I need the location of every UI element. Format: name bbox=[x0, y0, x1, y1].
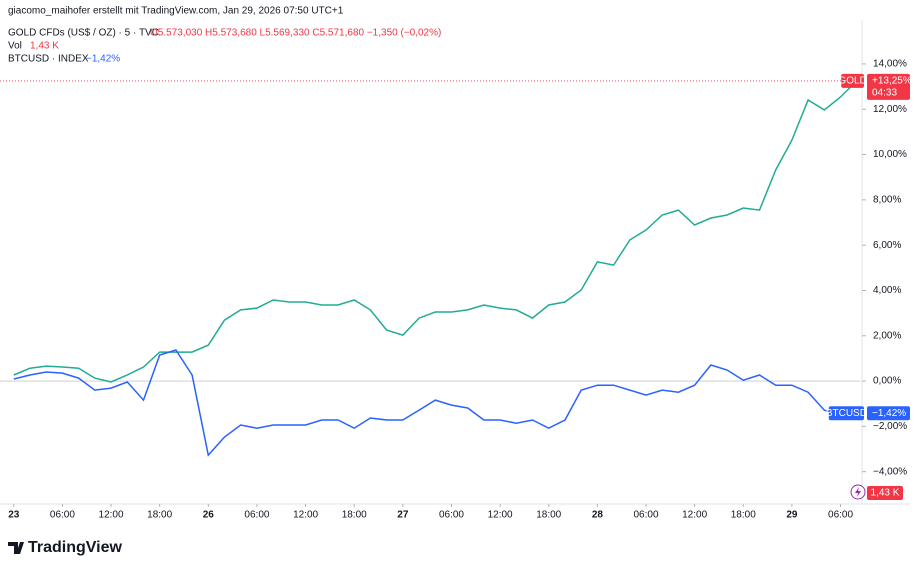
x-tick-label: 12:00 bbox=[293, 510, 318, 521]
y-tick-label: 10,00% bbox=[873, 149, 907, 160]
alert-icon bbox=[855, 487, 861, 497]
header: giacomo_maihofer erstellt mit TradingVie… bbox=[8, 6, 344, 17]
legend-compare: BTCUSD · INDEX bbox=[8, 54, 89, 65]
series-line bbox=[13, 80, 858, 383]
x-tick-label: 27 bbox=[397, 510, 409, 521]
x-tick-label: 28 bbox=[592, 510, 604, 521]
y-tick-label: −2,00% bbox=[873, 421, 907, 432]
legend-main: GOLD CFDs (US$ / OZ) · 5 · TVC bbox=[8, 28, 159, 39]
x-tick-label: 06:00 bbox=[439, 510, 464, 521]
logo-text: TradingView bbox=[28, 539, 123, 556]
y-tick-label: 2,00% bbox=[873, 330, 901, 341]
y-tick-label: 8,00% bbox=[873, 194, 901, 205]
legend-compare-value: −1,42% bbox=[86, 54, 120, 65]
y-tick-label: 14,00% bbox=[873, 59, 907, 70]
value-badge-label: +13,25% bbox=[872, 76, 912, 87]
vol-badge-label: 1,43 K bbox=[871, 488, 900, 499]
value-badge-label: −1,42% bbox=[872, 408, 906, 419]
x-tick-label: 12:00 bbox=[99, 510, 124, 521]
x-tick-label: 12:00 bbox=[682, 510, 707, 521]
value-badge bbox=[867, 406, 910, 421]
series-name-badge bbox=[828, 406, 864, 421]
y-tick-label: 6,00% bbox=[873, 240, 901, 251]
y-tick-label: 0,00% bbox=[873, 376, 901, 387]
y-tick-label: 12,00% bbox=[873, 104, 907, 115]
x-tick-label: 18:00 bbox=[536, 510, 561, 521]
vol-badge bbox=[867, 486, 903, 500]
x-tick-label: 06:00 bbox=[244, 510, 269, 521]
countdown: 04:33 bbox=[872, 88, 897, 99]
legend-vol-value: 1,43 K bbox=[30, 41, 59, 52]
x-tick-label: 06:00 bbox=[50, 510, 75, 521]
x-tick-label: 12:00 bbox=[488, 510, 513, 521]
y-tick-label: 4,00% bbox=[873, 285, 901, 296]
x-tick-label: 29 bbox=[786, 510, 798, 521]
series-name-badge-label: BTCUSD bbox=[826, 408, 867, 419]
x-tick-label: 26 bbox=[203, 510, 215, 521]
x-tick-label: 18:00 bbox=[731, 510, 756, 521]
x-tick-label: 06:00 bbox=[828, 510, 853, 521]
logo: TradingView bbox=[8, 539, 123, 556]
legend-ohlc: O5.573,030 H5.573,680 L5.569,330 C5.571,… bbox=[150, 28, 441, 39]
series-line bbox=[13, 349, 857, 457]
series-name-badge bbox=[841, 73, 864, 88]
x-tick-label: 18:00 bbox=[147, 510, 172, 521]
value-badge bbox=[867, 73, 910, 100]
legend-vol: Vol bbox=[8, 41, 22, 52]
series-name-badge-label: GOLD bbox=[838, 76, 866, 87]
x-tick-label: 18:00 bbox=[342, 510, 367, 521]
x-tick-label: 06:00 bbox=[633, 510, 658, 521]
x-tick-label: 23 bbox=[8, 510, 20, 521]
y-tick-label: −4,00% bbox=[873, 466, 907, 477]
